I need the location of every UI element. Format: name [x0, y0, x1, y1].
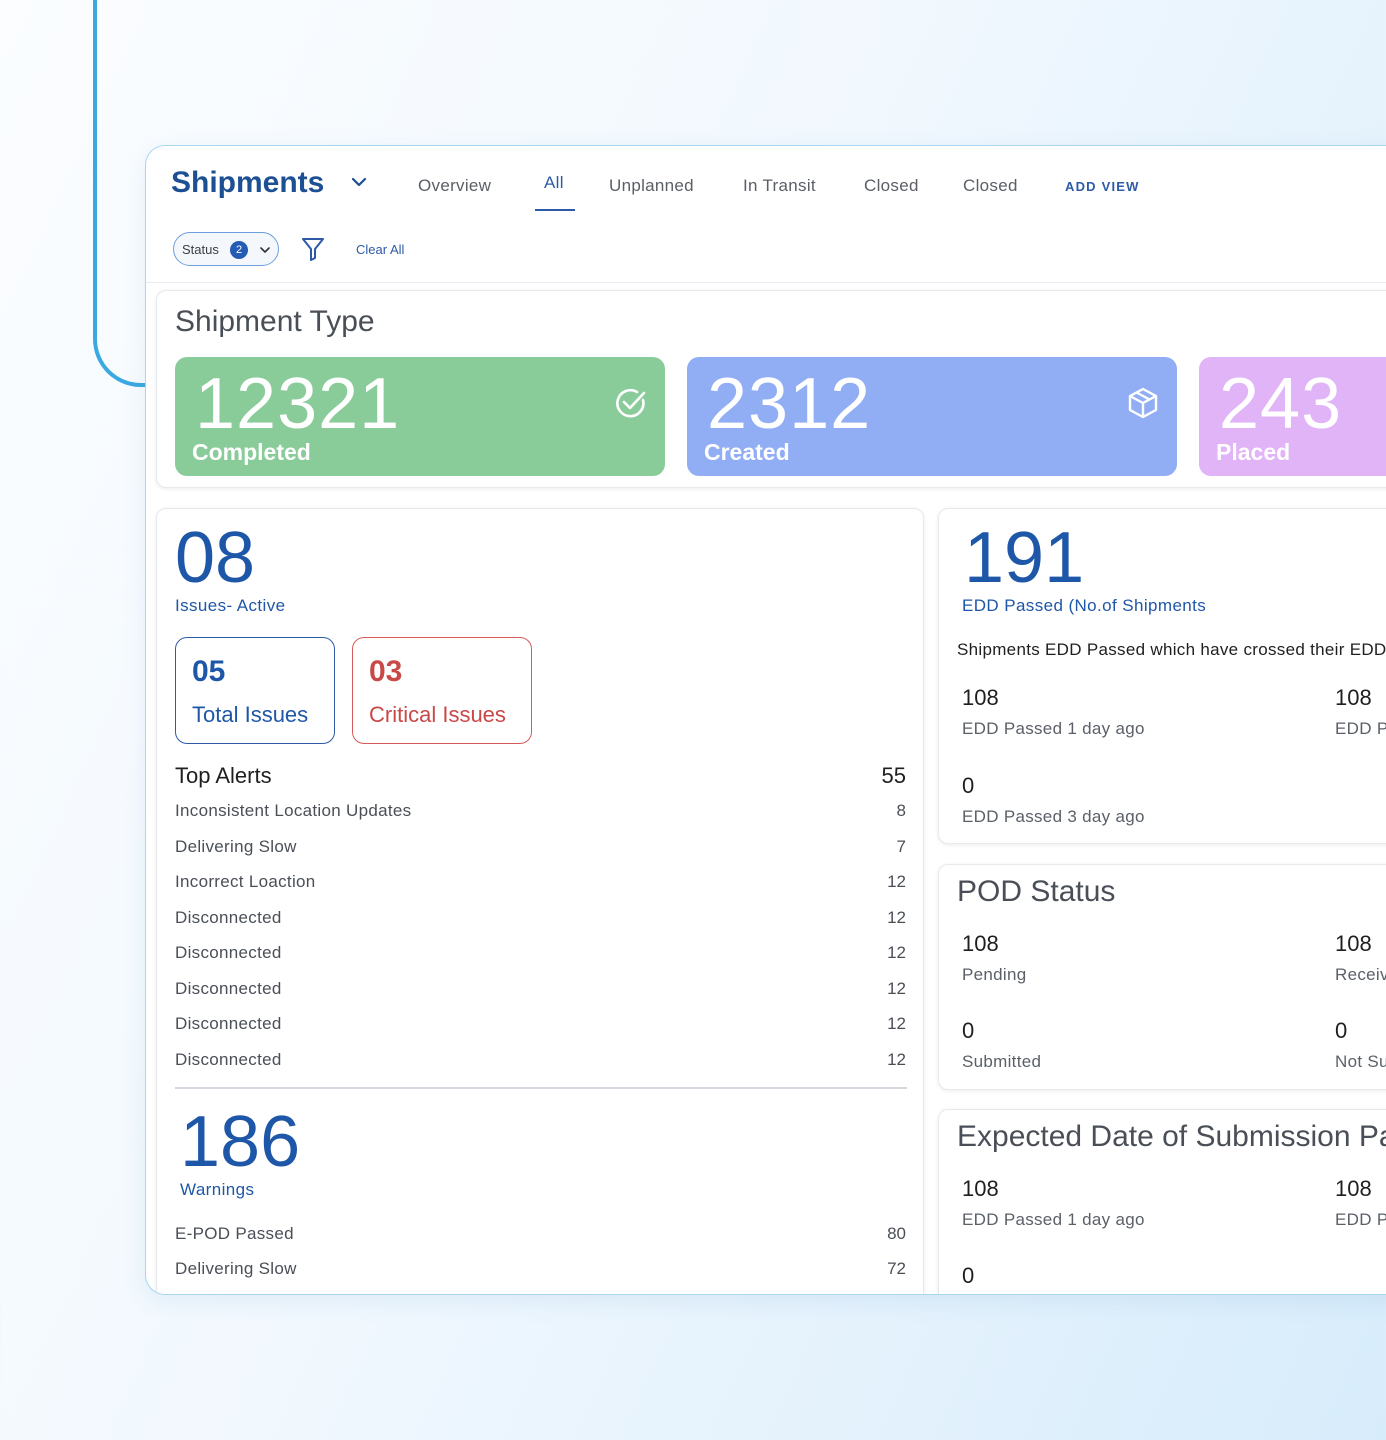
status-filter-label: Status — [182, 242, 219, 257]
alert-row-value: 12 — [887, 908, 906, 927]
eds-passed-panel: Expected Date of Submission Passed 108 E… — [938, 1109, 1386, 1294]
alert-row-value: 12 — [887, 1050, 906, 1069]
edd-stat-value: 108 — [1335, 685, 1372, 710]
tab-in-transit[interactable]: In Transit — [743, 176, 816, 195]
edd-stat-value: 108 — [962, 685, 999, 710]
created-count: 2312 — [707, 364, 872, 444]
edd-passed-label: EDD Passed (No.of Shipments — [962, 596, 1207, 615]
shipment-type-panel: Shipment Type 12321 Completed 2312 Creat… — [156, 290, 1386, 488]
pod-stat-value: 108 — [1335, 931, 1372, 956]
alert-row-label[interactable]: Disconnected — [175, 1050, 282, 1069]
header-divider — [146, 282, 1386, 283]
tab-closed-2[interactable]: Closed — [963, 176, 1018, 195]
eds-stat-label: EDD Passed 1 day ago — [962, 1210, 1145, 1229]
tab-unplanned[interactable]: Unplanned — [609, 176, 694, 195]
filter-icon[interactable] — [301, 236, 325, 262]
warning-row-label[interactable]: E-POD Passed — [175, 1224, 294, 1243]
pod-status-panel: POD Status 108 Pending 108 Received 0 Su… — [938, 864, 1386, 1090]
placed-count: 243 — [1219, 364, 1343, 444]
pod-stat-label: Pending — [962, 965, 1027, 984]
alert-row-label[interactable]: Delivering Slow — [175, 837, 297, 856]
edd-stat-value: 0 — [962, 773, 975, 798]
edd-stat-label: EDD Passed 1 day ago — [962, 719, 1145, 738]
warning-row-value: 80 — [887, 1224, 906, 1243]
status-count-badge: 2 — [230, 241, 248, 259]
issues-panel: 08 Issues- Active 05 Total Issues 03 Cri… — [156, 508, 924, 1294]
alert-row-label[interactable]: Disconnected — [175, 908, 282, 927]
alert-row-label[interactable]: Disconnected — [175, 979, 282, 998]
placed-label: Placed — [1216, 439, 1291, 465]
chevron-down-icon[interactable] — [349, 172, 369, 192]
alert-row-value: 12 — [887, 943, 906, 962]
total-issues-label: Total Issues — [192, 702, 309, 727]
top-alerts-title: Top Alerts — [175, 763, 272, 788]
tab-all[interactable]: All — [544, 173, 564, 192]
alert-row-value: 12 — [887, 979, 906, 998]
critical-issues-label: Critical Issues — [369, 702, 506, 727]
check-circle-icon — [616, 388, 646, 418]
edd-passed-panel: 191 EDD Passed (No.of Shipments Shipment… — [938, 508, 1386, 844]
pod-stat-label: Not Submitted — [1335, 1052, 1386, 1071]
completed-card[interactable]: 12321 Completed — [175, 357, 665, 476]
status-filter-chip[interactable]: Status 2 — [173, 232, 279, 266]
completed-count: 12321 — [195, 364, 401, 444]
pod-stat-value: 0 — [962, 1018, 975, 1043]
active-issues-label: Issues- Active — [175, 596, 286, 615]
critical-issues-card[interactable]: 03 Critical Issues — [352, 637, 532, 744]
page-title: Shipments — [171, 166, 325, 199]
shipments-window: Shipments Overview All Unplanned In Tran… — [145, 145, 1386, 1295]
alert-row-label[interactable]: Disconnected — [175, 1014, 282, 1033]
tab-overview[interactable]: Overview — [418, 176, 492, 195]
edd-stat-label: EDD Passed 2 day ago — [1335, 719, 1386, 738]
placed-card[interactable]: 243 Placed — [1199, 357, 1386, 476]
eds-stat-value: 0 — [962, 1263, 975, 1288]
shipment-type-title: Shipment Type — [175, 305, 375, 338]
section-divider — [175, 1087, 907, 1089]
warnings-count: 186 — [180, 1102, 301, 1182]
warning-row-value: 72 — [887, 1259, 906, 1278]
edd-passed-count: 191 — [964, 518, 1085, 598]
total-issues-count: 05 — [192, 655, 226, 688]
tab-closed[interactable]: Closed — [864, 176, 919, 195]
completed-label: Completed — [192, 439, 311, 465]
edd-stat-label: EDD Passed 3 day ago — [962, 807, 1145, 826]
top-alerts-total: 55 — [881, 763, 906, 788]
active-tab-indicator — [535, 209, 575, 211]
alert-row-value: 8 — [896, 801, 906, 820]
eds-stat-value: 108 — [962, 1176, 999, 1201]
eds-stat-value: 108 — [1335, 1176, 1372, 1201]
alert-row-value: 7 — [896, 837, 906, 856]
chevron-down-icon — [260, 247, 270, 253]
pod-stat-label: Submitted — [962, 1052, 1042, 1071]
edd-description: Shipments EDD Passed which have crossed … — [957, 640, 1386, 659]
alert-row-label[interactable]: Disconnected — [175, 943, 282, 962]
alert-row-label[interactable]: Inconsistent Location Updates — [175, 801, 412, 820]
active-issues-count: 08 — [175, 518, 256, 598]
alert-row-value: 12 — [887, 1014, 906, 1033]
eds-title: Expected Date of Submission Passed — [957, 1120, 1386, 1153]
eds-stat-label: EDD Passed 2 day ago — [1335, 1210, 1386, 1229]
clear-all-link[interactable]: Clear All — [356, 242, 405, 257]
pod-status-title: POD Status — [957, 875, 1116, 908]
alert-row-value: 12 — [887, 872, 906, 891]
add-view-button[interactable]: ADD VIEW — [1065, 179, 1140, 194]
created-label: Created — [704, 439, 790, 465]
alert-row-label[interactable]: Incorrect Loaction — [175, 872, 316, 891]
total-issues-card[interactable]: 05 Total Issues — [175, 637, 335, 744]
critical-issues-count: 03 — [369, 655, 403, 688]
pod-stat-value: 108 — [962, 931, 999, 956]
package-icon — [1128, 387, 1158, 419]
pod-stat-value: 0 — [1335, 1018, 1348, 1043]
pod-stat-label: Received — [1335, 965, 1386, 984]
created-card[interactable]: 2312 Created — [687, 357, 1177, 476]
warning-row-label[interactable]: Delivering Slow — [175, 1259, 297, 1278]
warnings-label: Warnings — [180, 1180, 255, 1199]
